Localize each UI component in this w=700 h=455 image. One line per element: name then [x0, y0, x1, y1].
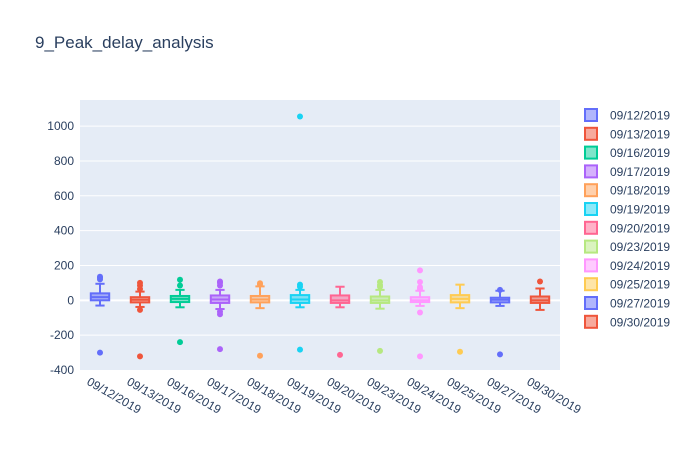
outlier-point [297, 113, 303, 120]
outlier-point [297, 346, 303, 353]
outlier-point [97, 349, 103, 356]
legend-swatch [584, 183, 598, 198]
legend-item[interactable]: 09/12/2019 [584, 108, 670, 123]
legend-label: 09/18/2019 [610, 184, 670, 198]
outlier-point [257, 280, 263, 287]
outlier-point [537, 278, 543, 285]
legend-swatch [584, 126, 598, 141]
x-axis-ticks: 09/12/201909/13/201909/16/201909/17/2019… [85, 374, 584, 416]
outlier-point [97, 273, 103, 280]
outlier-point [177, 276, 183, 283]
y-axis-ticks: -400 -200 0 200 400 600 800 1000 [47, 119, 74, 377]
legend-item[interactable]: 09/25/2019 [584, 277, 670, 292]
outlier-point [337, 351, 343, 358]
legend-swatch [584, 239, 598, 254]
outlier-point [177, 339, 183, 346]
plot-background [80, 100, 560, 370]
legend-item[interactable]: 09/24/2019 [584, 258, 670, 273]
legend-item[interactable]: 09/27/2019 [584, 296, 670, 311]
box-trace [489, 286, 511, 358]
box-series [89, 113, 551, 360]
legend-swatch [584, 296, 598, 310]
box-trace [169, 276, 191, 346]
box-body [329, 294, 351, 304]
box-trace [289, 113, 311, 353]
legend-label: 09/13/2019 [610, 127, 670, 141]
legend-item[interactable]: 09/16/2019 [584, 145, 670, 160]
legend-label: 09/24/2019 [610, 259, 670, 273]
box-trace [329, 285, 351, 358]
legend-label: 09/20/2019 [610, 221, 670, 235]
outlier-point [217, 311, 223, 318]
box-trace [449, 283, 471, 355]
legend-swatch [584, 108, 598, 122]
box-trace [249, 280, 271, 359]
outlier-point [137, 306, 143, 313]
legend-label: 09/16/2019 [610, 146, 670, 160]
legend[interactable]: 09/12/2019 09/13/2019 09/16/2019 09/17/2019… [584, 108, 670, 330]
y-tick-label: 800 [54, 154, 74, 168]
legend-swatch [584, 145, 598, 160]
legend-item[interactable]: 09/30/2019 [584, 314, 670, 329]
outlier-point [177, 282, 183, 289]
outlier-point [417, 284, 423, 291]
outlier-point [257, 352, 263, 359]
legend-item[interactable]: 09/17/2019 [584, 164, 670, 179]
outlier-point [217, 278, 223, 285]
legend-swatch [584, 164, 598, 179]
y-tick-label: 200 [54, 258, 74, 272]
legend-swatch [584, 220, 598, 235]
box-trace [129, 279, 151, 360]
legend-label: 09/17/2019 [610, 165, 670, 179]
y-tick-label: -400 [50, 363, 74, 377]
legend-label: 09/23/2019 [610, 240, 670, 254]
box-trace [409, 267, 431, 360]
legend-item[interactable]: 09/13/2019 [584, 126, 670, 141]
outlier-point [137, 353, 143, 360]
legend-swatch [584, 277, 598, 292]
grid-lines [80, 125, 560, 336]
outlier-point [417, 309, 423, 316]
legend-label: 09/12/2019 [610, 109, 670, 123]
legend-label: 09/30/2019 [610, 315, 670, 329]
y-tick-label: 400 [54, 224, 74, 238]
chart-title: 9_Peak_delay_analysis [35, 33, 214, 52]
legend-item[interactable]: 09/20/2019 [584, 220, 670, 235]
legend-label: 09/25/2019 [610, 278, 670, 292]
legend-item[interactable]: 09/23/2019 [584, 239, 670, 254]
y-tick-label: -200 [50, 328, 74, 342]
y-tick-label: 1000 [47, 119, 74, 133]
outlier-point [297, 281, 303, 288]
legend-swatch [584, 258, 598, 273]
outlier-point [417, 353, 423, 360]
outlier-point [417, 267, 423, 274]
outlier-point [497, 351, 503, 358]
outlier-point [417, 279, 423, 286]
box-trace [529, 278, 551, 311]
outlier-point [217, 346, 223, 353]
outlier-point [377, 347, 383, 354]
y-tick-label: 0 [67, 293, 74, 307]
outlier-point [457, 348, 463, 355]
box-trace [89, 273, 111, 356]
box-trace [209, 278, 231, 353]
outlier-point [497, 286, 503, 293]
legend-label: 09/27/2019 [610, 297, 670, 311]
legend-swatch [584, 202, 598, 216]
legend-swatch [584, 314, 598, 329]
box-trace [369, 279, 391, 354]
legend-label: 09/19/2019 [610, 203, 670, 217]
y-tick-label: 600 [54, 189, 74, 203]
legend-item[interactable]: 09/19/2019 [584, 202, 670, 217]
legend-item[interactable]: 09/18/2019 [584, 183, 670, 198]
outlier-point [137, 279, 143, 286]
outlier-point [377, 279, 383, 286]
